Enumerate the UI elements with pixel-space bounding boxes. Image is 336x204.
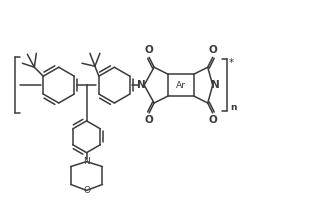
Text: n: n [230, 103, 237, 112]
Text: *: * [229, 58, 234, 68]
Text: N: N [211, 80, 220, 90]
Text: N: N [137, 80, 145, 90]
Text: O: O [208, 115, 217, 125]
Text: O: O [145, 45, 154, 55]
Text: Ar: Ar [176, 81, 186, 90]
Text: O: O [208, 45, 217, 55]
Text: O: O [83, 186, 90, 195]
Text: O: O [145, 115, 154, 125]
Text: N: N [83, 157, 90, 166]
